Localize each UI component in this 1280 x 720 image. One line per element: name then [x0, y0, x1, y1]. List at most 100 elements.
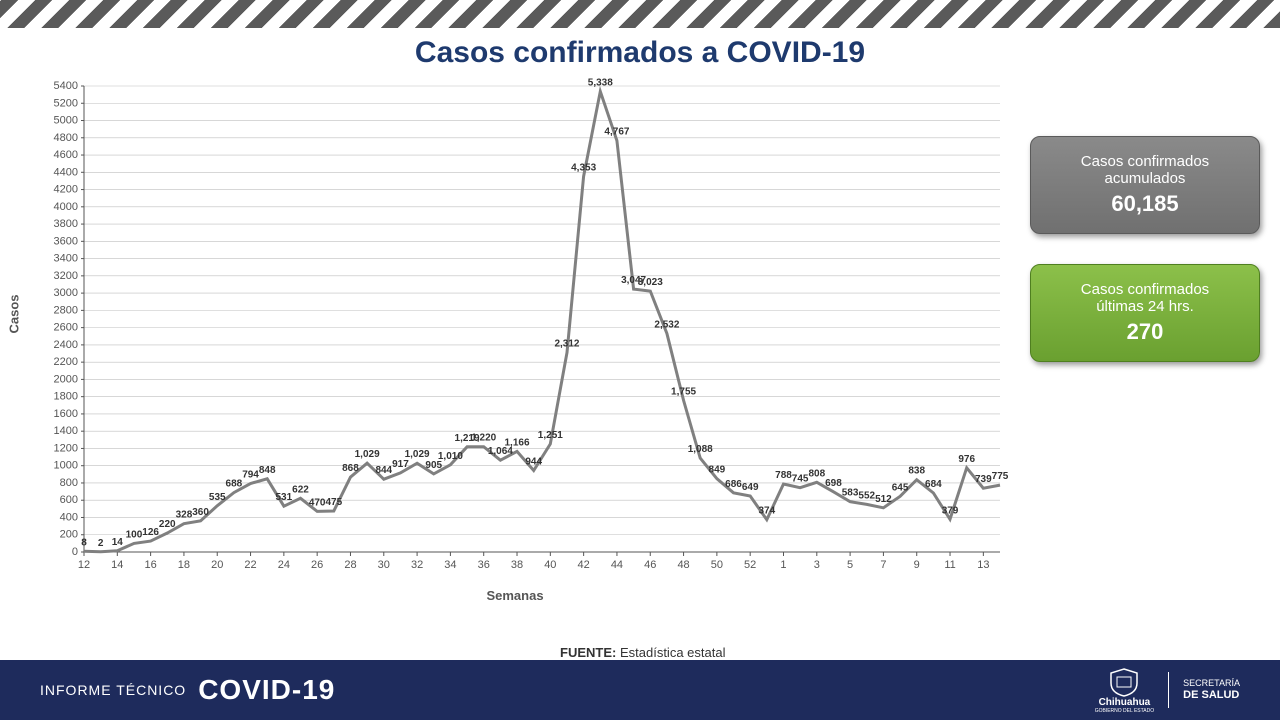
- svg-text:3000: 3000: [54, 287, 78, 299]
- svg-text:52: 52: [744, 559, 756, 571]
- svg-text:808: 808: [808, 468, 825, 479]
- svg-text:20: 20: [211, 559, 223, 571]
- line-chart: 0200400600800100012001400160018002000220…: [20, 76, 1010, 586]
- footer-bar: INFORME TÉCNICO COVID-19 Chihuahua GOBIE…: [0, 660, 1280, 720]
- footer-informe-label: INFORME TÉCNICO: [40, 682, 186, 698]
- svg-text:44: 44: [611, 559, 623, 571]
- y-axis-label: Casos: [7, 294, 22, 333]
- chart-row: Casos 0200400600800100012001400160018002…: [20, 76, 1260, 616]
- svg-text:328: 328: [176, 510, 193, 521]
- svg-text:3800: 3800: [54, 218, 78, 230]
- footer-divider: [1168, 672, 1169, 708]
- svg-text:46: 46: [644, 559, 656, 571]
- svg-text:13: 13: [977, 559, 989, 571]
- svg-text:36: 36: [478, 559, 490, 571]
- svg-text:38: 38: [511, 559, 523, 571]
- svg-text:126: 126: [142, 527, 159, 538]
- x-axis-label: Semanas: [20, 588, 1010, 603]
- svg-text:50: 50: [711, 559, 723, 571]
- svg-text:1: 1: [780, 559, 786, 571]
- card-ultimas24: Casos confirmados últimas 24 hrs. 270: [1030, 264, 1260, 362]
- secretaria-label: SECRETARÍA DE SALUD: [1183, 678, 1240, 702]
- svg-text:2,532: 2,532: [654, 319, 679, 330]
- sec-line1: SECRETARÍA: [1183, 678, 1240, 688]
- svg-text:3600: 3600: [54, 235, 78, 247]
- svg-text:200: 200: [60, 529, 78, 541]
- svg-text:40: 40: [544, 559, 556, 571]
- svg-text:745: 745: [792, 474, 809, 485]
- svg-text:8: 8: [81, 537, 87, 548]
- svg-text:2,312: 2,312: [554, 338, 579, 349]
- chart-area: Casos 0200400600800100012001400160018002…: [20, 76, 1010, 616]
- svg-text:976: 976: [958, 454, 975, 465]
- svg-text:849: 849: [709, 465, 726, 476]
- svg-text:379: 379: [942, 505, 959, 516]
- svg-text:26: 26: [311, 559, 323, 571]
- svg-text:1600: 1600: [54, 408, 78, 420]
- card-label: Casos confirmados: [1043, 281, 1247, 298]
- svg-text:14: 14: [111, 559, 123, 571]
- card-value: 270: [1043, 319, 1247, 345]
- svg-text:34: 34: [444, 559, 456, 571]
- svg-text:11: 11: [944, 559, 955, 571]
- svg-text:2000: 2000: [54, 373, 78, 385]
- svg-text:22: 22: [244, 559, 256, 571]
- svg-text:2200: 2200: [54, 356, 78, 368]
- svg-text:4000: 4000: [54, 201, 78, 213]
- svg-text:917: 917: [392, 459, 409, 470]
- svg-text:868: 868: [342, 463, 359, 474]
- shield-icon: [1107, 667, 1141, 697]
- svg-text:1200: 1200: [54, 442, 78, 454]
- svg-text:4400: 4400: [54, 166, 78, 178]
- svg-text:3,023: 3,023: [638, 277, 663, 288]
- svg-text:1,029: 1,029: [355, 449, 380, 460]
- svg-text:4200: 4200: [54, 184, 78, 196]
- svg-text:5000: 5000: [54, 115, 78, 127]
- svg-text:698: 698: [825, 478, 842, 489]
- svg-text:800: 800: [60, 477, 78, 489]
- svg-text:0: 0: [72, 546, 78, 558]
- svg-text:649: 649: [742, 482, 759, 493]
- svg-text:475: 475: [325, 497, 342, 508]
- card-label: últimas 24 hrs.: [1043, 298, 1247, 315]
- svg-text:844: 844: [375, 465, 392, 476]
- svg-text:4,353: 4,353: [571, 162, 596, 173]
- svg-text:4,767: 4,767: [604, 127, 629, 138]
- diagonal-stripe-bar: [0, 0, 1280, 28]
- svg-text:2600: 2600: [54, 322, 78, 334]
- svg-text:535: 535: [209, 492, 226, 503]
- source-text: FUENTE: Estadística estatal: [560, 645, 725, 660]
- svg-text:2400: 2400: [54, 339, 78, 351]
- logo-text: Chihuahua: [1099, 697, 1151, 708]
- svg-text:688: 688: [226, 479, 243, 490]
- svg-text:1,088: 1,088: [688, 444, 713, 455]
- svg-text:400: 400: [60, 511, 78, 523]
- card-value: 60,185: [1043, 191, 1247, 217]
- svg-text:12: 12: [78, 559, 90, 571]
- svg-text:645: 645: [892, 482, 909, 493]
- svg-text:1,220: 1,220: [471, 433, 496, 444]
- svg-text:1,010: 1,010: [438, 451, 463, 462]
- svg-text:3200: 3200: [54, 270, 78, 282]
- svg-text:374: 374: [758, 506, 775, 517]
- svg-text:552: 552: [858, 490, 875, 501]
- card-label: Casos confirmados: [1043, 153, 1247, 170]
- svg-text:9: 9: [914, 559, 920, 571]
- svg-text:42: 42: [578, 559, 590, 571]
- svg-text:1,755: 1,755: [671, 387, 696, 398]
- footer-covid-label: COVID-19: [198, 674, 335, 706]
- svg-text:4600: 4600: [54, 149, 78, 161]
- svg-text:32: 32: [411, 559, 423, 571]
- svg-text:531: 531: [276, 492, 293, 503]
- summary-cards: Casos confirmados acumulados 60,185 Caso…: [1030, 76, 1260, 616]
- sec-line2: DE SALUD: [1183, 689, 1239, 701]
- svg-text:794: 794: [242, 469, 259, 480]
- svg-text:622: 622: [292, 484, 309, 495]
- svg-text:600: 600: [60, 494, 78, 506]
- svg-text:2800: 2800: [54, 304, 78, 316]
- svg-text:360: 360: [192, 507, 209, 518]
- svg-text:686: 686: [725, 479, 742, 490]
- svg-text:2: 2: [98, 538, 104, 549]
- svg-text:1000: 1000: [54, 460, 78, 472]
- svg-text:14: 14: [112, 537, 124, 548]
